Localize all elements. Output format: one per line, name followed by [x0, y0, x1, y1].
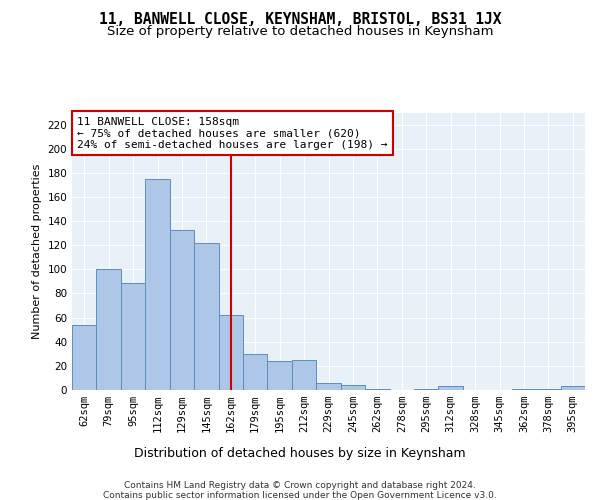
Bar: [560, 386, 585, 390]
Text: Distribution of detached houses by size in Keynsham: Distribution of detached houses by size …: [134, 448, 466, 460]
Text: 11, BANWELL CLOSE, KEYNSHAM, BRISTOL, BS31 1JX: 11, BANWELL CLOSE, KEYNSHAM, BRISTOL, BS…: [99, 12, 501, 28]
Text: Contains public sector information licensed under the Open Government Licence v3: Contains public sector information licen…: [103, 491, 497, 500]
Text: 11 BANWELL CLOSE: 158sqm
← 75% of detached houses are smaller (620)
24% of semi-: 11 BANWELL CLOSE: 158sqm ← 75% of detach…: [77, 116, 388, 150]
Bar: [414, 389, 439, 390]
Y-axis label: Number of detached properties: Number of detached properties: [32, 164, 42, 339]
Bar: [243, 354, 268, 390]
Bar: [121, 282, 145, 390]
Bar: [316, 383, 341, 390]
Bar: [97, 270, 121, 390]
Text: Contains HM Land Registry data © Crown copyright and database right 2024.: Contains HM Land Registry data © Crown c…: [124, 481, 476, 490]
Bar: [194, 243, 218, 390]
Bar: [72, 325, 97, 390]
Bar: [512, 389, 536, 390]
Bar: [292, 360, 316, 390]
Bar: [341, 385, 365, 390]
Bar: [145, 179, 170, 390]
Bar: [268, 361, 292, 390]
Bar: [536, 389, 560, 390]
Bar: [218, 315, 243, 390]
Bar: [365, 389, 389, 390]
Bar: [170, 230, 194, 390]
Text: Size of property relative to detached houses in Keynsham: Size of property relative to detached ho…: [107, 25, 493, 38]
Bar: [439, 386, 463, 390]
